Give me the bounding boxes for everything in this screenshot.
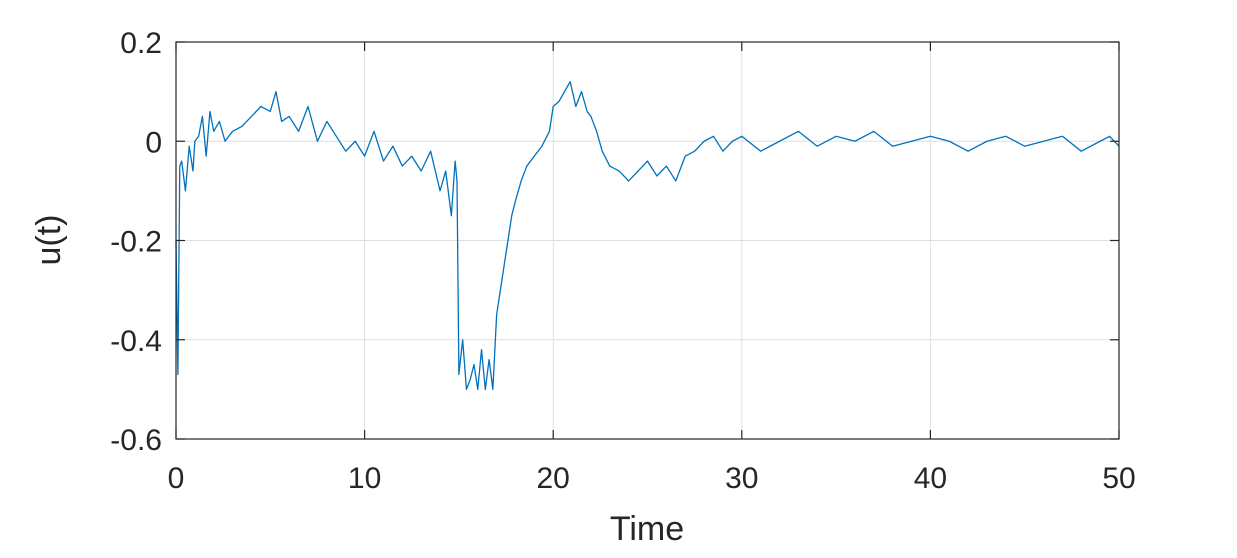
series-line-0 bbox=[175, 81, 1120, 391]
y-axis-label: u(t) bbox=[30, 215, 68, 266]
y-tick-label: -0.2 bbox=[110, 226, 162, 259]
x-tick-labels: 0 10 20 30 40 50 bbox=[168, 462, 1136, 495]
x-tick-label: 30 bbox=[725, 462, 758, 495]
y-tick-label: -0.4 bbox=[110, 325, 162, 358]
y-tick-label: 0 bbox=[145, 126, 162, 159]
y-tick-labels: -0.6 -0.4 -0.2 0 0.2 bbox=[110, 27, 162, 457]
y-tick-label: 0.2 bbox=[120, 27, 162, 60]
y-tick-label: -0.6 bbox=[110, 424, 162, 457]
x-tick-label: 20 bbox=[537, 462, 570, 495]
x-tick-label: 10 bbox=[348, 462, 381, 495]
series-layer bbox=[175, 81, 1120, 391]
x-axis-label: Time bbox=[610, 510, 684, 548]
x-tick-label: 50 bbox=[1102, 462, 1135, 495]
x-tick-label: 40 bbox=[914, 462, 947, 495]
x-tick-label: 0 bbox=[168, 462, 185, 495]
tick-marks bbox=[175, 41, 1120, 440]
